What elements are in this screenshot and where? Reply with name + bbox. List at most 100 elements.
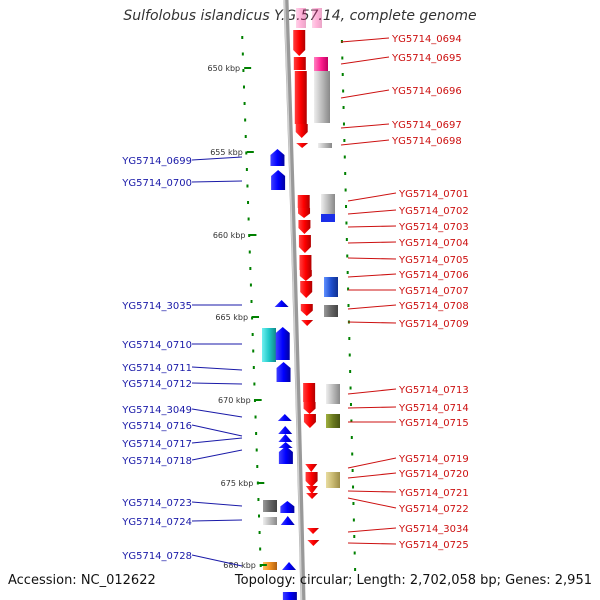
forward-gene-arrow	[295, 124, 308, 138]
forward-gene-arrow	[306, 493, 319, 499]
gene-label-reverse: YG5714_0711	[121, 363, 192, 374]
reverse-gene-arrow	[278, 446, 293, 464]
label-leader-line	[347, 490, 397, 493]
gene-label-forward: YG5714_0719	[398, 454, 469, 465]
kbp-ruler: 650 kbp 655 kbp 660 kbp 665 kbp 670 kbp 675 k…	[208, 64, 267, 570]
label-leader-line	[347, 527, 397, 533]
ruler-label: 660 kbp	[213, 231, 246, 240]
reverse-gene-arrow	[280, 516, 295, 525]
forward-gene-arrow	[298, 220, 311, 234]
label-leader-line	[191, 424, 243, 437]
label-leader-line	[191, 366, 243, 371]
gene-label-forward: YG5714_0705	[398, 255, 469, 266]
forward-gene-arrow	[296, 143, 309, 148]
forward-gene-arrow	[307, 528, 320, 534]
gene-label-reverse: YG5714_0724	[121, 517, 192, 528]
forward-gene-arrow	[298, 235, 311, 253]
reverse-gene-arrow	[271, 170, 286, 190]
gene-label-reverse: YG5714_0718	[121, 456, 192, 467]
gene-label-reverse: YG5714_3035	[121, 301, 192, 312]
forward-gene-arrow	[301, 320, 314, 326]
gene-label-forward: YG5714_0694	[391, 34, 462, 45]
label-leader-line	[347, 321, 397, 324]
forward-gene-arrow	[300, 304, 313, 316]
gene-label-forward: YG5714_0720	[398, 469, 469, 480]
reverse-gene-arrow	[275, 327, 290, 360]
label-leader-line	[347, 542, 397, 545]
reverse-gene-arrow	[278, 426, 293, 434]
reverse-gene-arrow	[282, 592, 297, 600]
label-leader-line	[347, 406, 397, 409]
gene-label-forward: YG5714_0715	[398, 418, 469, 429]
label-leader-line	[347, 241, 397, 244]
gene-label-forward: YG5714_0703	[398, 222, 469, 233]
gene-label-forward: YG5714_0721	[398, 488, 469, 499]
gene-label-forward: YG5714_0695	[391, 53, 462, 64]
label-leader-line	[191, 180, 243, 183]
gene-label-forward: YG5714_0706	[398, 270, 469, 281]
gene-label-forward: YG5714_0707	[398, 286, 469, 297]
gene-label-forward: YG5714_0725	[398, 540, 469, 551]
ruler-label: 665 kbp	[215, 313, 248, 322]
label-leader-line	[347, 209, 397, 215]
gene-label-forward: YG5714_0698	[391, 136, 462, 147]
forward-gene-arrow	[305, 464, 318, 472]
gene-label-forward: YG5714_0702	[398, 206, 469, 217]
forward-gene-arrow	[293, 57, 306, 70]
forward-gene-arrow	[305, 472, 318, 487]
gene-label-forward: YG5714_0708	[398, 301, 469, 312]
label-leader-line	[191, 156, 243, 161]
feature-boxes	[262, 8, 340, 570]
label-leader-line	[340, 139, 390, 146]
gene-track	[270, 30, 320, 600]
forward-gene-arrow	[293, 30, 306, 56]
genome-backbone	[283, 0, 306, 600]
label-leader-line	[340, 89, 390, 99]
forward-gene-arrow	[303, 383, 316, 402]
forward-gene-arrow	[303, 402, 316, 414]
ruler-label: 670 kbp	[218, 396, 251, 405]
label-leader-line	[347, 257, 397, 260]
gene-label-reverse: YG5714_0712	[121, 379, 192, 390]
forward-gene-arrow	[299, 270, 312, 281]
label-leader-line	[191, 437, 243, 444]
forward-gene-arrow	[297, 195, 310, 208]
forward-gene-arrow	[299, 255, 312, 270]
label-leader-line	[347, 304, 397, 310]
gene-label-reverse: YG5714_0716	[121, 421, 192, 432]
label-leaders	[191, 37, 397, 567]
gene-label-forward: YG5714_0697	[391, 120, 462, 131]
ruler-label: 675 kbp	[221, 479, 254, 488]
reverse-gene-arrow	[278, 434, 293, 442]
gene-label-forward: YG5714_0696	[391, 86, 462, 97]
gene-label-forward: YG5714_0701	[398, 189, 469, 200]
forward-gene-arrow	[303, 414, 316, 428]
accession-text: Accession: NC_012622	[8, 573, 156, 588]
forward-gene-arrow	[298, 208, 311, 218]
reverse-gene-arrow	[277, 414, 292, 421]
label-leader-line	[340, 123, 390, 129]
label-leader-line	[340, 56, 390, 65]
label-leader-line	[347, 388, 397, 395]
label-leader-line	[191, 449, 243, 461]
gene-labels: YG5714_0694 YG5714_0695 YG5714_0696 YG5714_…	[121, 34, 469, 562]
label-leader-line	[191, 382, 243, 385]
label-leader-line	[191, 519, 243, 522]
gene-label-reverse: YG5714_3049	[121, 405, 192, 416]
gene-label-forward: YG5714_0709	[398, 319, 469, 330]
label-leader-line	[347, 192, 397, 202]
reverse-gene-arrow	[278, 442, 293, 448]
gene-label-reverse: YG5714_0717	[121, 439, 192, 450]
label-leader-line	[347, 497, 397, 509]
forward-gene-arrow	[307, 540, 320, 546]
label-leader-line	[340, 37, 390, 43]
label-leader-line	[347, 273, 397, 278]
label-leader-line	[191, 408, 243, 418]
label-leader-line	[347, 225, 397, 228]
gene-label-reverse: YG5714_0700	[121, 178, 192, 189]
reverse-gene-arrow	[270, 149, 285, 166]
topology-text: Topology: circular; Length: 2,702,058 bp…	[234, 573, 592, 588]
gene-label-forward: YG5714_0704	[398, 238, 469, 249]
label-leader-line	[347, 457, 397, 469]
forward-gene-arrow	[300, 281, 313, 298]
